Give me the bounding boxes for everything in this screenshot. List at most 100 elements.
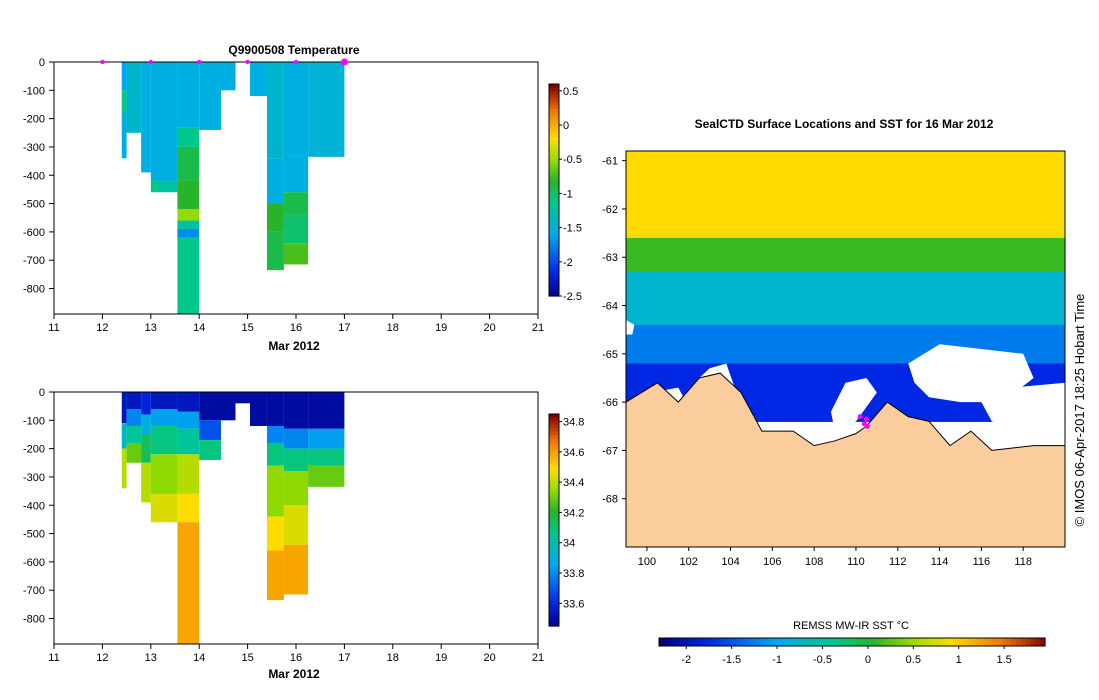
temperature-cell — [141, 62, 151, 173]
sst-colorbar-segment — [871, 638, 877, 646]
temperature-profile-marker — [245, 59, 250, 65]
salinity-colorbar-segment — [549, 537, 559, 542]
salinity-cell — [308, 428, 345, 449]
sst-colorbar-segment — [663, 638, 670, 646]
temperature-colorbar-segment — [549, 101, 559, 106]
salinity-colorbar-segment — [549, 452, 559, 457]
sst-band — [626, 237, 1065, 273]
temperature-colorbar-segment — [549, 246, 559, 251]
sst-colorbar-segment — [659, 638, 665, 646]
temperature-colorbar-segment — [549, 175, 559, 180]
salinity-colorbar-segment — [549, 534, 559, 539]
map-xtick-label: 114 — [931, 556, 949, 568]
salinity-cell — [126, 442, 142, 463]
temperature-cell — [150, 62, 161, 181]
sst-colorbar-segment — [803, 638, 810, 646]
sst-colorbar-tick-label: 1.5 — [996, 654, 1011, 666]
temperature-ytick-label: -200 — [23, 114, 45, 126]
salinity-colorbar-segment — [549, 544, 559, 549]
sst-colorbar-segment — [837, 638, 843, 646]
salinity-cell — [283, 448, 309, 472]
sst-colorbar-segment — [934, 638, 940, 646]
salinity-colorbar-segment — [549, 548, 559, 553]
sst-map-panel: SealCTD Surface Locations and SST for 16… — [602, 117, 1066, 666]
salinity-ytick-label: -400 — [23, 500, 45, 512]
cloud-mask — [981, 382, 1065, 436]
copyright-note: © IMOS 06-Apr-2017 18:25 Hobart Time — [1072, 294, 1087, 527]
salinity-colorbar-segment — [549, 608, 559, 613]
salinity-colorbar-segment — [549, 551, 559, 556]
sst-colorbar-segment — [866, 638, 872, 646]
salinity-cell — [177, 522, 200, 644]
salinity-colorbar-segment — [549, 445, 559, 450]
sst-colorbar: -2 -1.5 -1 -0.5 0 0.5 1 1.5 — [658, 637, 1046, 666]
salinity-cell — [177, 493, 200, 523]
sst-colorbar-segment — [707, 638, 713, 646]
salinity-colorbar-segment — [549, 615, 559, 620]
salinity-colorbar-segment — [549, 618, 559, 624]
temperature-cell — [266, 203, 284, 232]
salinity-colorbar-segment — [549, 622, 559, 627]
sst-colorbar-segment — [996, 638, 1003, 646]
sst-colorbar-tick-label: 1 — [956, 654, 962, 666]
salinity-colorbar-segment — [549, 611, 559, 616]
salinity-colorbar-segment — [549, 481, 559, 486]
salinity-xtick-label: 12 — [96, 652, 108, 664]
salinity-cell — [308, 448, 345, 466]
map-xtick-label: 118 — [1014, 556, 1032, 568]
temperature-ytick-label: -400 — [23, 170, 45, 182]
sst-colorbar-segment — [745, 638, 752, 646]
salinity-cell — [283, 505, 309, 545]
sst-map-area — [626, 151, 1065, 547]
temperature-xtick-label: 18 — [387, 322, 399, 334]
temperature-colorbar-segment — [549, 288, 559, 294]
sst-colorbar-segment — [789, 638, 795, 646]
sst-colorbar-segment — [924, 638, 930, 646]
temperature-colorbar-segment — [549, 94, 559, 99]
temperature-axes: 11 12 13 14 15 16 17 18 19 20 21 0 -100 -200 -300 -400 -… — [23, 57, 544, 334]
sst-colorbar-segment — [847, 638, 853, 646]
cloud-mask — [830, 378, 877, 432]
temperature-colorbar-segment — [549, 278, 559, 283]
salinity-ytick-label: -300 — [23, 472, 45, 484]
salinity-colorbar: 34.8 34.6 34.4 34.2 34 33.8 33.6 — [548, 413, 584, 627]
temperature-colorbar-tick-label: 0.5 — [563, 86, 578, 98]
sst-colorbar-segment — [818, 638, 824, 646]
temperature-colorbar-segment — [549, 281, 559, 286]
temperature-cell — [266, 62, 284, 159]
temperature-cell — [177, 127, 200, 147]
temperature-cell — [177, 237, 200, 314]
salinity-colorbar-segment — [549, 587, 559, 592]
temperature-cell — [177, 209, 200, 221]
salinity-cell — [308, 392, 345, 429]
salinity-colorbar-segment — [549, 414, 559, 419]
salinity-panel: 11 12 13 14 15 16 17 18 19 20 21 0 -100 -200 -300 -400 -… — [23, 387, 584, 681]
map-ytick-label: -65 — [602, 349, 618, 361]
salinity-cell — [266, 442, 284, 466]
salinity-cell — [308, 465, 345, 487]
temperature-colorbar-segment — [549, 168, 559, 173]
temperature-colorbar-segment — [549, 243, 559, 248]
sst-colorbar-tick-label: -0.5 — [813, 654, 832, 666]
sst-colorbar-segment — [827, 638, 834, 646]
salinity-xtick-label: 21 — [532, 652, 544, 664]
temperature-colorbar-segment — [549, 151, 559, 156]
sst-colorbar-segment — [1040, 638, 1046, 646]
temperature-title: Q9900508 Temperature — [228, 43, 360, 57]
sst-colorbar-segment — [1035, 638, 1041, 646]
salinity-cell — [199, 420, 221, 441]
salinity-cell — [266, 465, 284, 517]
salinity-cell — [141, 392, 151, 415]
salinity-colorbar-tick-label: 33.6 — [563, 598, 584, 610]
temperature-colorbar-tick-label: -1.5 — [563, 223, 582, 235]
temperature-colorbar: 0.5 0 -0.5 -1 -1.5 -2 -2.5 — [548, 83, 582, 303]
salinity-cell — [150, 454, 178, 494]
salinity-colorbar-segment — [549, 555, 559, 560]
temperature-cell — [283, 155, 309, 193]
sst-colorbar-label: REMSS MW-IR SST °C — [793, 620, 909, 632]
temperature-ytick-label: 0 — [39, 57, 45, 69]
temperature-colorbar-segment — [549, 161, 559, 166]
sst-colorbar-segment — [885, 638, 892, 646]
map-xtick-label: 110 — [847, 556, 865, 568]
